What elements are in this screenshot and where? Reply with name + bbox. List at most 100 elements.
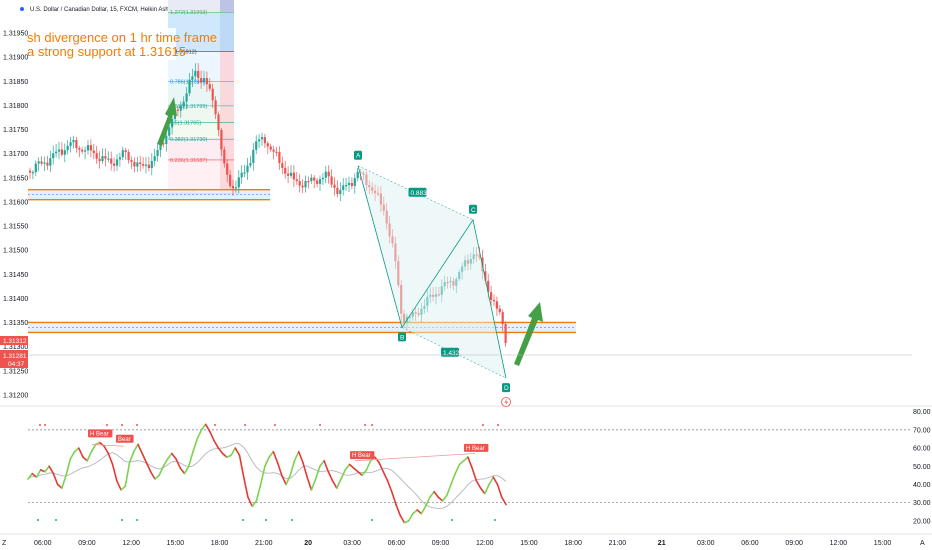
bear-divergence-badge[interactable] — [464, 443, 489, 452]
candle-body — [121, 150, 124, 158]
bear-divergence-badge[interactable] — [88, 429, 113, 438]
oscillator-segment — [73, 447, 80, 453]
sell-signal-dot — [244, 424, 246, 426]
oscillator-segment — [433, 490, 440, 499]
candle-body — [124, 150, 127, 153]
candle-body — [211, 88, 214, 101]
candle-body — [234, 187, 237, 189]
bear-divergence-badge[interactable] — [116, 434, 134, 443]
candle-body — [150, 160, 153, 169]
oscillator-segment — [132, 443, 139, 453]
sell-signal-dot — [482, 424, 484, 426]
candle-body — [110, 158, 113, 164]
pattern-point-label: A — [356, 153, 361, 160]
oscillator-segment — [471, 467, 478, 482]
candle-body — [98, 158, 101, 162]
support-zones[interactable] — [28, 188, 576, 334]
oscillator-segment — [264, 456, 270, 468]
fib-level-label: 0.382(1.31730) — [170, 137, 207, 143]
pattern-ratio-badge[interactable] — [408, 187, 427, 197]
candle-body — [104, 156, 107, 159]
candle-body — [266, 143, 269, 147]
price-tick-label: 1.31250 — [3, 368, 28, 375]
pattern-triangle[interactable] — [402, 219, 506, 379]
analysis-note[interactable]: sh divergence on 1 hr time frame a stron… — [26, 28, 217, 60]
bear-divergence-badge[interactable] — [350, 451, 375, 460]
oscillator-segment — [175, 458, 182, 469]
candle-body — [144, 164, 148, 166]
time-tick-label: 21 — [658, 540, 666, 547]
candle-body — [330, 176, 333, 185]
pattern-point-label: D — [504, 385, 509, 392]
trend-arrows[interactable] — [157, 97, 543, 366]
pattern-ratio-badge[interactable] — [441, 347, 459, 357]
candle-body — [249, 162, 252, 166]
candle-body — [185, 93, 188, 102]
candle-body — [217, 114, 220, 131]
time-tick-label: 15:00 — [874, 540, 892, 547]
oscillator-axis[interactable]: 80.00 70.00 60.00 50.00 40.00 30.00 20.00 — [913, 409, 931, 525]
candle-body — [231, 185, 235, 189]
oscillator-segment — [86, 450, 93, 462]
bear-divergence-label: H Bear — [352, 453, 371, 459]
sell-signal-dot — [106, 424, 108, 426]
oscillator-segment — [310, 478, 317, 491]
candle-body — [127, 152, 130, 161]
price-axis[interactable]: 1.31950 1.31900 1.31850 1.31800 1.31750 1.317… — [3, 31, 28, 400]
pattern-point-badge[interactable] — [469, 204, 477, 214]
oscillator-segment — [331, 480, 338, 489]
candle-body — [484, 271, 487, 281]
buy-signal-dot — [451, 519, 453, 521]
candle-body — [57, 149, 61, 152]
candle-body — [40, 161, 43, 164]
oscillator-segment — [437, 496, 444, 502]
pattern-point-badge[interactable] — [502, 383, 510, 393]
oscillator-segment — [323, 460, 330, 473]
oscillator-segment — [454, 463, 461, 475]
oscillator-segment — [352, 467, 359, 473]
price-tick-label: 1.31200 — [3, 393, 28, 400]
oscillator-segment — [407, 512, 414, 522]
sell-signal-dot — [121, 424, 123, 426]
pattern-triangle[interactable] — [358, 165, 473, 328]
sell-signal-dot — [39, 424, 41, 426]
trend-arrow-up-left[interactable] — [157, 97, 177, 146]
buy-signal-dot — [371, 519, 373, 521]
oscillator-segment — [141, 452, 148, 464]
candle-body — [130, 160, 133, 162]
pattern-point-badge[interactable] — [398, 332, 406, 342]
candle-body — [197, 70, 200, 79]
auto-scale-icon[interactable]: A — [920, 540, 925, 547]
pattern-leg[interactable] — [357, 165, 507, 379]
candle-body — [86, 145, 90, 151]
candle-body — [316, 180, 319, 184]
pattern-point-badge[interactable] — [354, 150, 362, 160]
timezone-icon[interactable]: Z — [2, 540, 7, 547]
candle-body — [162, 143, 165, 145]
divergence-line — [354, 453, 476, 462]
bear-divergence-label: Bear — [118, 437, 131, 443]
candle-body — [229, 174, 232, 186]
candle-body — [495, 301, 498, 309]
oscillator-segment — [344, 463, 351, 471]
oscillator-segment — [82, 456, 89, 462]
price-badges: 1.31312 1.31281 04:37 — [0, 336, 28, 368]
oscillator-segment — [179, 467, 186, 475]
oscillator-segment — [77, 447, 84, 458]
oscillator-segment — [183, 465, 190, 475]
time-axis[interactable]: 06:00 09:00 12:00 15:00 18:00 21:00 20 03:00 06:… — [34, 540, 891, 547]
harmonic-pattern[interactable]: A B C D 0.883 1.432 — [354, 150, 511, 407]
pattern-ratio-line[interactable] — [357, 165, 474, 221]
oscillator-segment — [314, 465, 321, 480]
oscillator-signal-line — [27, 443, 507, 509]
candle-body — [28, 170, 32, 173]
candle-body — [63, 150, 66, 155]
candle-body — [182, 101, 185, 106]
oscillator-segment — [187, 450, 194, 468]
pattern-point-label: B — [400, 334, 404, 341]
trend-arrow-up-right[interactable] — [514, 302, 543, 366]
pattern-ratio-label: 1.432 — [443, 350, 460, 357]
time-tick-label: 12:00 — [830, 540, 848, 547]
candle-body — [492, 299, 496, 302]
